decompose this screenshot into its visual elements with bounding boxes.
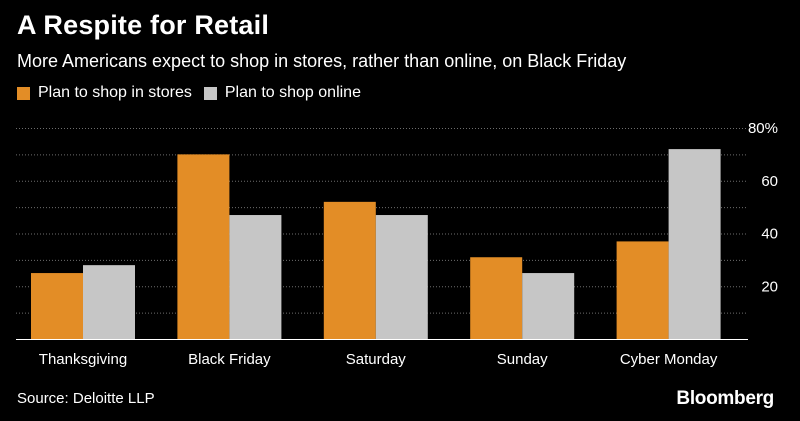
x-tick-label: Sunday bbox=[497, 351, 548, 368]
legend-label-stores: Plan to shop in stores bbox=[38, 84, 192, 101]
legend-item-online: Plan to shop online bbox=[203, 84, 361, 102]
chart-subtitle: More Americans expect to shop in stores,… bbox=[17, 51, 627, 71]
y-tick-label: 60 bbox=[761, 173, 778, 190]
bar-stores bbox=[470, 257, 523, 339]
bar-online bbox=[522, 273, 575, 339]
bar-online bbox=[229, 215, 282, 339]
bar-stores bbox=[616, 241, 669, 339]
x-tick-label: Thanksgiving bbox=[39, 351, 127, 368]
x-tick-label: Cyber Monday bbox=[620, 351, 718, 368]
y-tick-label: 40 bbox=[761, 226, 778, 243]
legend-item-stores: Plan to shop in stores bbox=[17, 84, 192, 102]
bar-stores bbox=[177, 154, 230, 339]
source-note: Source: Deloitte LLP bbox=[17, 390, 155, 407]
bar-online bbox=[668, 149, 721, 339]
x-tick-label: Black Friday bbox=[188, 351, 271, 368]
bar-stores bbox=[31, 273, 83, 339]
bar-online bbox=[375, 215, 428, 339]
legend-swatch-online bbox=[203, 86, 217, 100]
bar-online bbox=[83, 265, 135, 339]
legend-swatch-stores bbox=[17, 86, 30, 100]
x-tick-label: Saturday bbox=[346, 351, 407, 368]
y-tick-label: 80% bbox=[748, 120, 778, 137]
bar-stores bbox=[323, 201, 376, 339]
legend: Plan to shop in stores Plan to shop onli… bbox=[17, 84, 373, 102]
legend-label-online: Plan to shop online bbox=[224, 84, 361, 101]
chart-title: A Respite for Retail bbox=[17, 10, 270, 40]
brand-logo: Bloomberg bbox=[676, 388, 774, 409]
y-tick-label: 20 bbox=[761, 278, 778, 295]
